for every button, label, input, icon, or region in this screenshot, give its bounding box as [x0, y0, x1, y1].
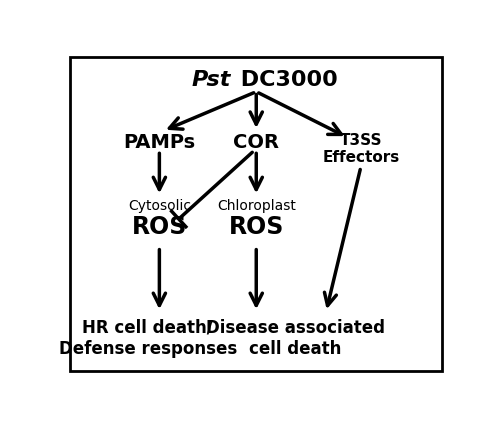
Text: PAMPs: PAMPs [124, 133, 196, 152]
Text: ROS: ROS [228, 215, 284, 239]
Text: COR: COR [233, 133, 279, 152]
Text: HR cell death/
Defense responses: HR cell death/ Defense responses [58, 319, 237, 357]
Text: Chloroplast: Chloroplast [217, 199, 296, 213]
Text: T3SS
Effectors: T3SS Effectors [322, 133, 400, 165]
Text: Pst: Pst [192, 70, 231, 90]
Text: Disease associated
cell death: Disease associated cell death [206, 319, 384, 357]
Text: ROS: ROS [132, 215, 187, 239]
Text: DC3000: DC3000 [233, 70, 338, 90]
Text: Cytosolic: Cytosolic [128, 199, 191, 213]
